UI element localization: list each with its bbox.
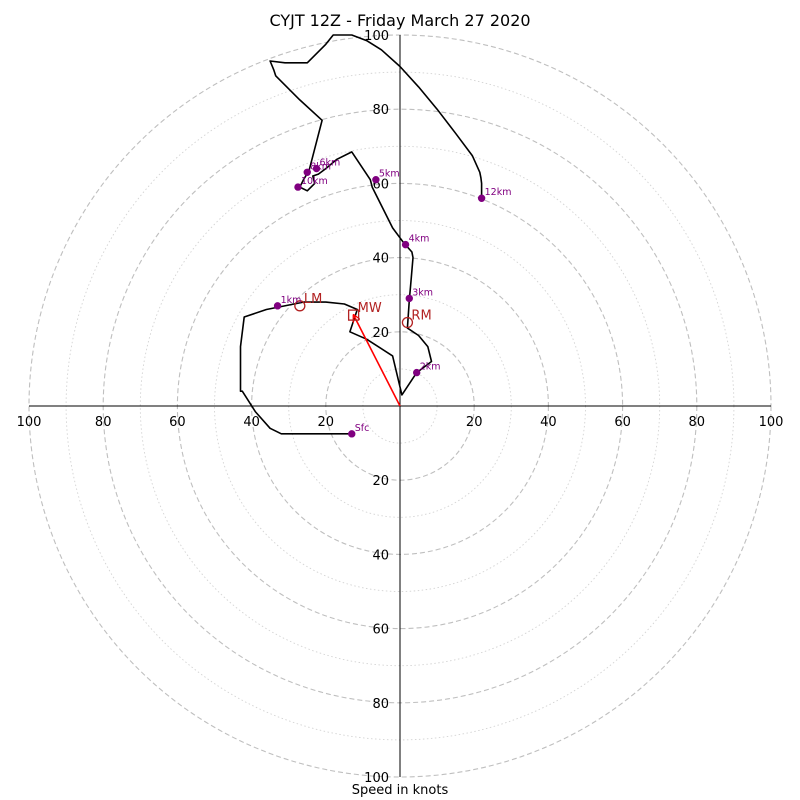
x-tick-label: 60 — [169, 415, 186, 430]
height-marker-1km — [273, 302, 282, 310]
height-marker-5km — [372, 175, 380, 184]
height-label-sfc: Sfc — [355, 423, 370, 434]
x-axis-label: Speed in knots — [351, 783, 449, 798]
y-tick-label: 80 — [372, 103, 389, 118]
y-tick-label: 100 — [364, 771, 389, 786]
height-label-4km: 4km — [409, 234, 430, 245]
y-tick-label: 40 — [372, 548, 389, 563]
storm-label-lm: LM — [304, 292, 322, 307]
height-marker-2km — [412, 368, 421, 377]
height-marker-6km — [312, 164, 321, 173]
storm-marker-rm — [401, 316, 414, 329]
storm-marker-lm — [294, 300, 306, 312]
storm-marker-mw — [347, 309, 360, 321]
storm-label-rm: RM — [411, 309, 431, 324]
y-tick-label: 100 — [364, 29, 389, 44]
hodograph-line — [239, 34, 483, 435]
x-tick-label: 60 — [614, 415, 631, 430]
y-tick-label: 40 — [372, 252, 389, 267]
height-label-5km: 5km — [379, 169, 400, 180]
axis-tick-labels: 100 80 60 40 20 20 40 60 80 100100806040202040608… — [17, 29, 784, 786]
y-tick-label: 20 — [372, 326, 389, 341]
x-tick-label: 20 — [318, 415, 335, 430]
height-label-1km: 1km — [281, 295, 302, 306]
x-tick-label: 100 — [17, 415, 42, 430]
storm-motion: MW LM RM — [294, 292, 432, 407]
height-label-3km: 3km — [412, 287, 433, 298]
height-marker-12km — [477, 194, 486, 202]
height-marker-sfc — [348, 430, 356, 438]
x-tick-label: 80 — [689, 415, 706, 430]
height-label-2km: 2km — [420, 362, 441, 373]
hodograph-trace — [239, 34, 483, 435]
y-tick-label: 80 — [372, 697, 389, 712]
height-label-6km: 6km — [320, 158, 341, 169]
height-marker-10km — [294, 183, 302, 191]
x-tick-label: 40 — [540, 415, 557, 430]
x-tick-label: 40 — [243, 415, 260, 430]
y-tick-label: 60 — [372, 623, 389, 638]
y-tick-label: 20 — [372, 474, 389, 489]
x-tick-label: 100 — [759, 415, 784, 430]
height-marker-8km — [303, 168, 311, 176]
storm-label-mw: MW — [358, 301, 382, 316]
chart-title: CYJT 12Z - Friday March 27 2020 — [269, 11, 531, 30]
storm-motion-vector — [354, 315, 401, 407]
x-tick-label: 80 — [95, 415, 112, 430]
x-tick-label: 20 — [466, 415, 483, 430]
height-label-8km: 8km — [310, 161, 331, 172]
height-label-12km: 12km — [485, 187, 512, 198]
height-marker-3km — [405, 294, 413, 303]
height-label-10km: 10km — [301, 176, 328, 187]
height-marker-4km — [401, 240, 410, 249]
